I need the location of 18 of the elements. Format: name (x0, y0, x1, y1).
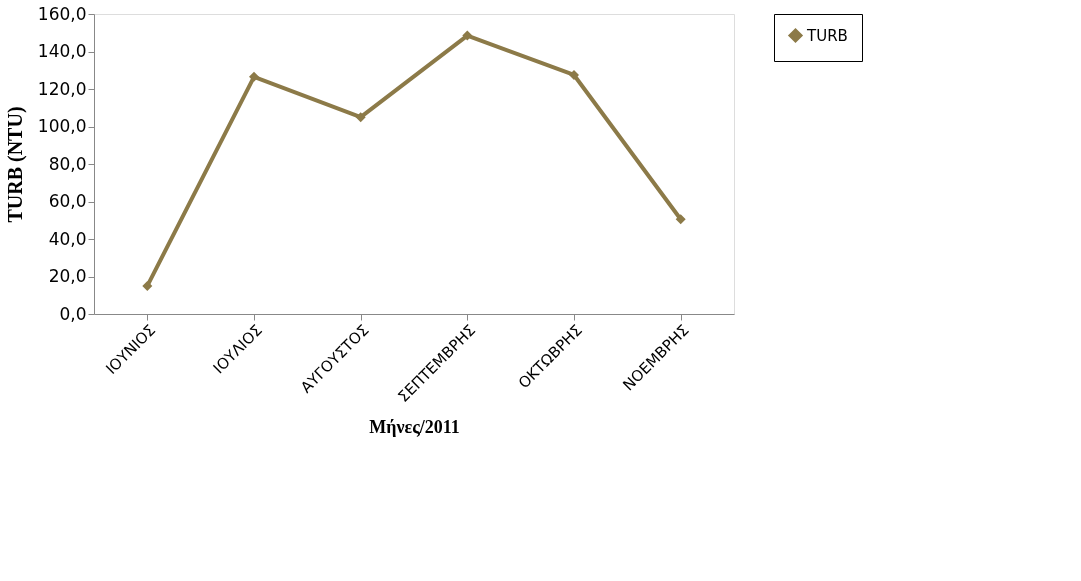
y-tick-label: 120,0 (37, 78, 87, 99)
y-tick-label: 160,0 (37, 3, 87, 24)
point (569, 69, 579, 80)
x-axis-title: Μήνες/2011 (369, 417, 460, 438)
y-tick-label: 80,0 (48, 153, 87, 174)
y-tick-label: 0,0 (59, 303, 87, 324)
point (675, 214, 686, 225)
y-axis-title: TURB (NTU) (3, 106, 27, 223)
point (355, 112, 366, 123)
point (142, 280, 153, 291)
y-tick-label: 40,0 (48, 228, 87, 249)
y-tick-label: 60,0 (48, 191, 87, 211)
y-tick-label: 140,0 (37, 41, 87, 61)
point (462, 30, 473, 41)
legend-label: TURB (806, 26, 848, 45)
y-tick-label: 20,0 (48, 266, 87, 286)
point (249, 71, 259, 82)
y-tick-label: 100,0 (37, 116, 87, 136)
